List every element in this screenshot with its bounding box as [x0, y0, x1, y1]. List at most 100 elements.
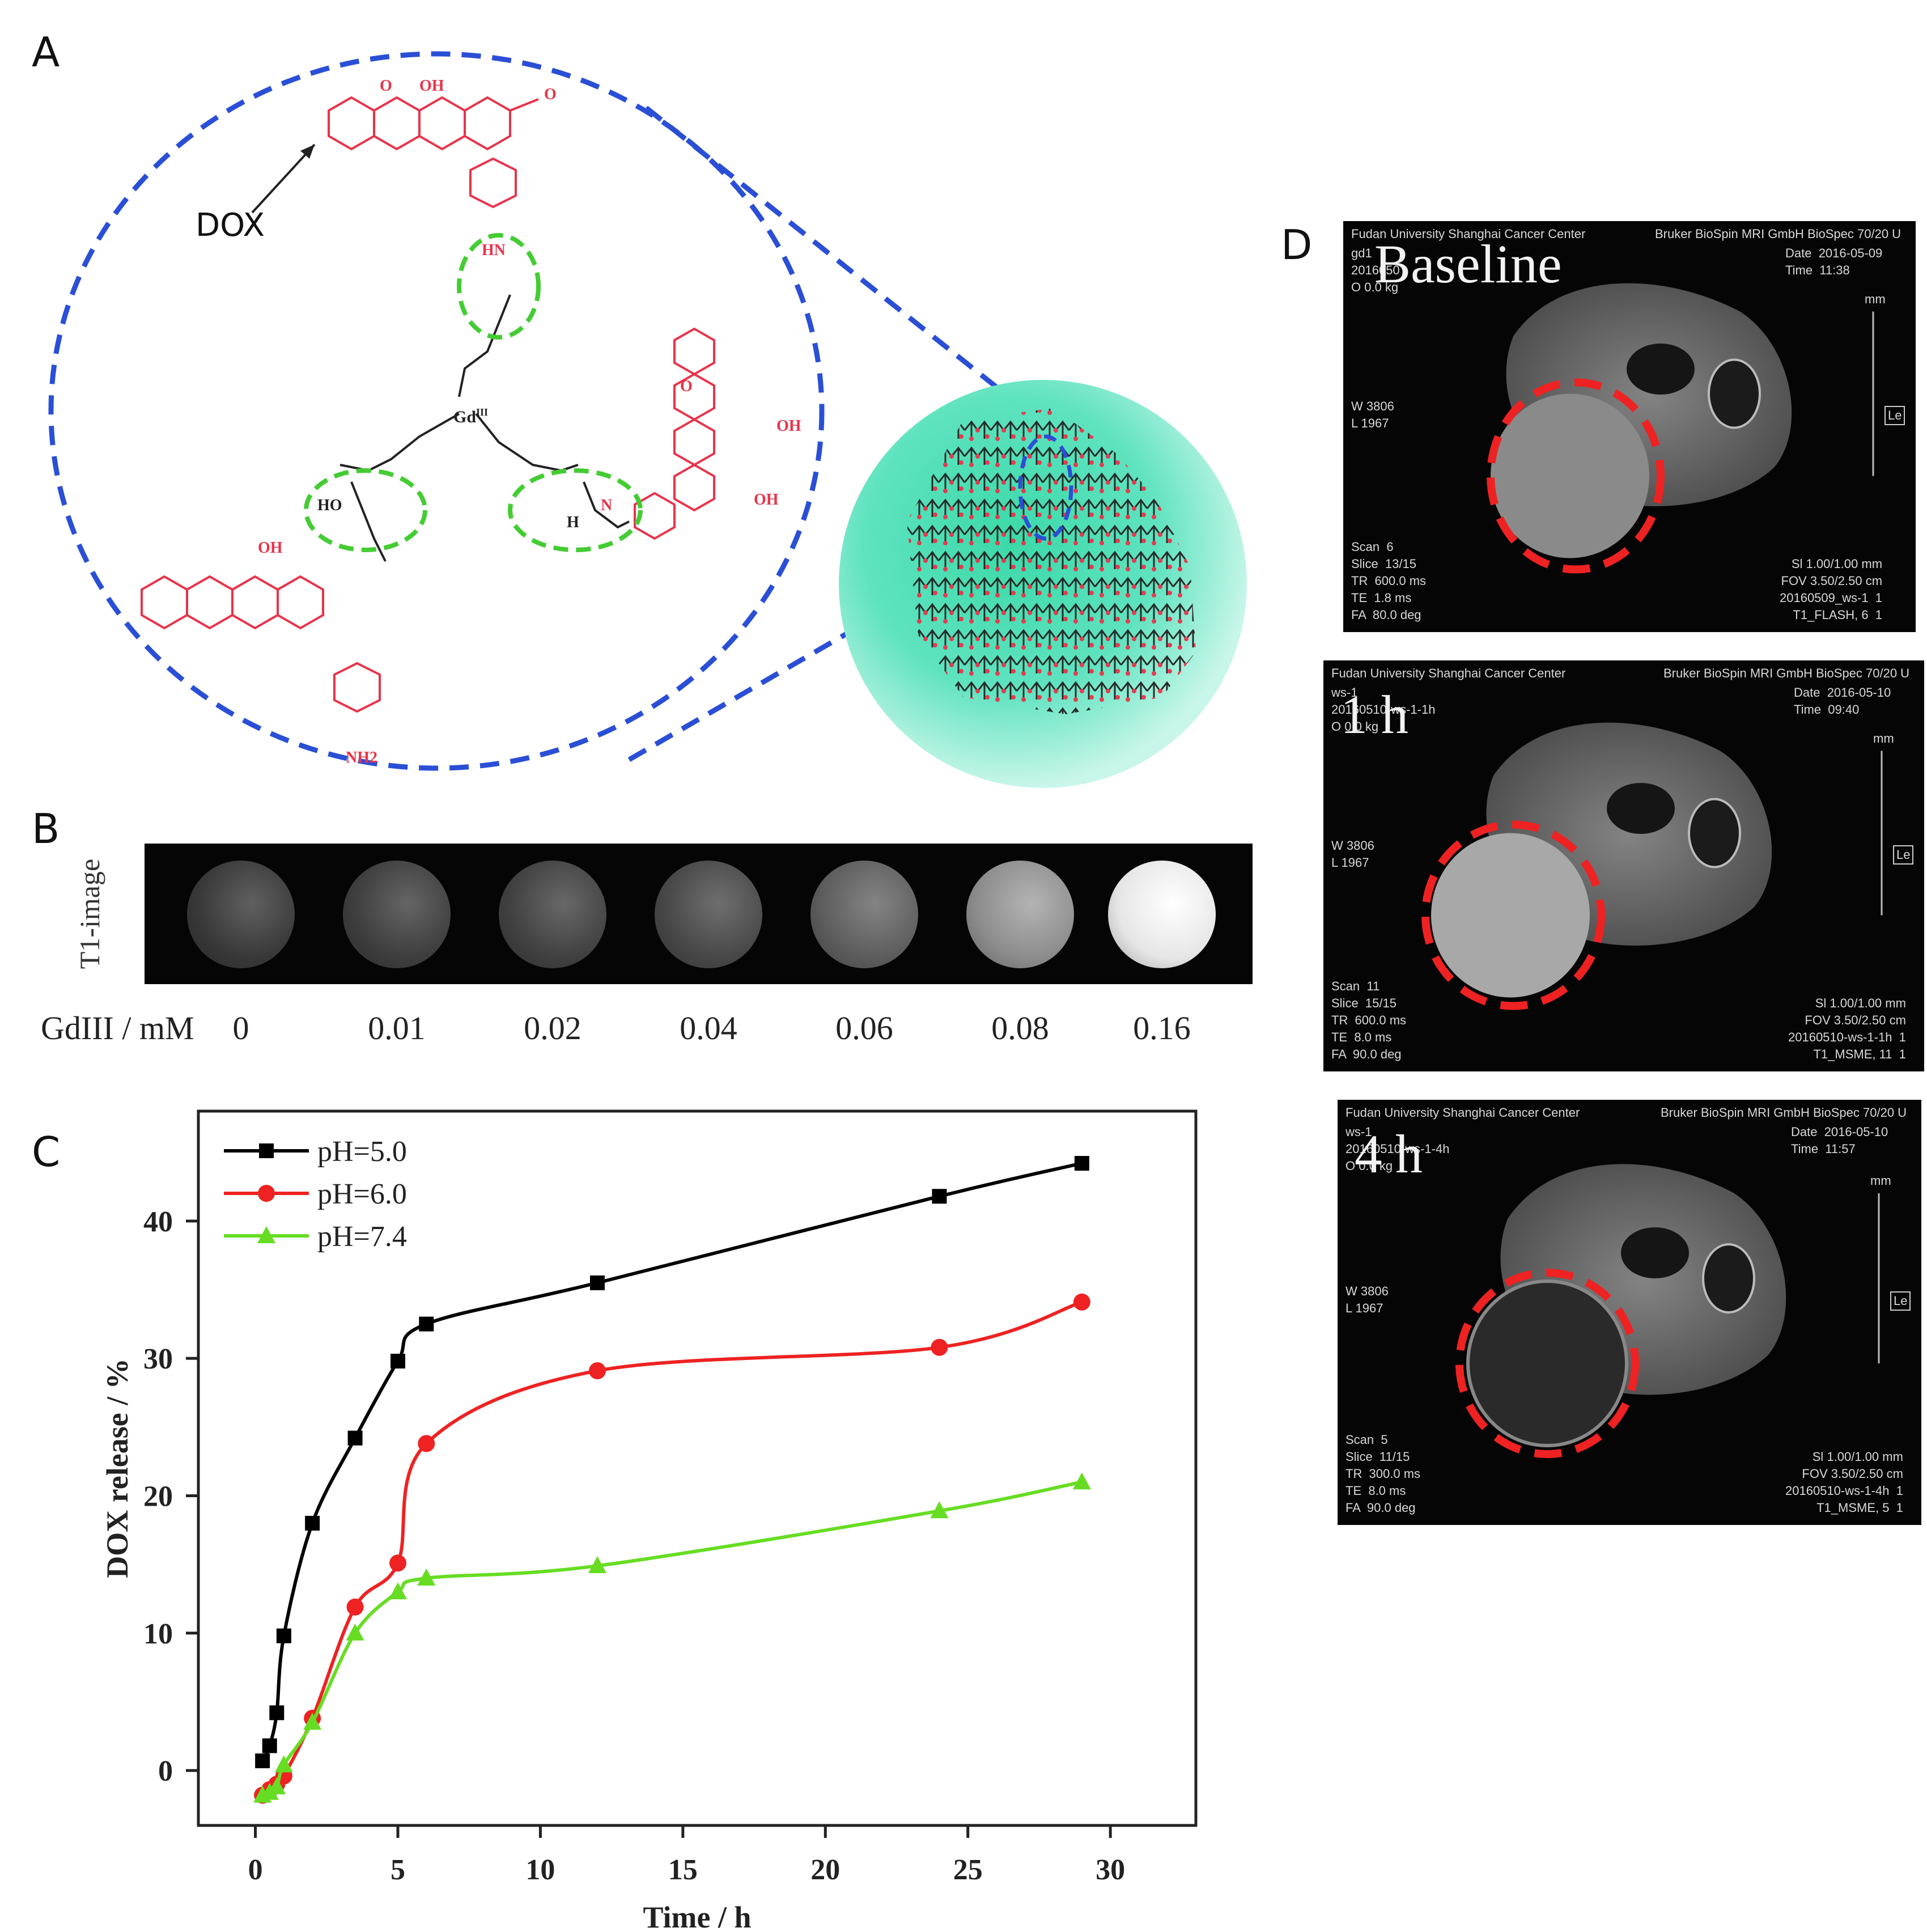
data-point — [303, 1713, 322, 1730]
dox-molecule-top — [328, 96, 539, 209]
data-point — [346, 1598, 364, 1616]
mri-left-top: gd1 2016050 O 0.0 kg — [1351, 246, 1400, 294]
mri-timepoint-label: 1 h — [1340, 684, 1408, 745]
data-point — [268, 1777, 286, 1795]
group-label: OH — [419, 77, 444, 95]
mri-header-right: Bruker BioSpin MRI GmbH BioSpec 70/20 U — [1661, 1105, 1907, 1120]
data-point — [255, 1753, 270, 1769]
y-tick-label: 20 — [143, 1480, 173, 1512]
mri-left-bottom: Scan 6 Slice 13/15 TR 600.0 ms TE 1.8 ms… — [1351, 540, 1427, 622]
data-point — [1074, 1156, 1089, 1171]
y-tick-label: 40 — [143, 1206, 173, 1238]
concentration-label: 0.06 — [835, 1010, 893, 1046]
mri-anatomy — [1487, 283, 1874, 574]
mri-scan-panel: Fudan University Shanghai Cancer Center … — [1343, 221, 1916, 632]
data-point — [589, 1362, 606, 1379]
mri-timepoint-label: Baseline — [1374, 234, 1562, 294]
magnify-circle — [48, 51, 825, 771]
group-label: HN — [482, 242, 506, 259]
data-point — [274, 1755, 293, 1773]
panel-label-a: A — [32, 28, 60, 76]
dox-pointer-arrow — [251, 143, 316, 214]
mri-timepoint-label: 4 h — [1355, 1124, 1423, 1184]
hbond-ellipse-top — [457, 233, 541, 340]
x-tick-label: 0 — [248, 1854, 263, 1886]
mri-scan-panel: Fudan University Shanghai Cancer Center … — [1323, 660, 1924, 1071]
legend-label: pH=7.4 — [317, 1221, 407, 1253]
mri-unit: mm — [1873, 731, 1894, 745]
group-label: O — [544, 86, 557, 103]
mri-left-top: ws-1 20160510-ws-1-4h O 0.0 kg — [1345, 1125, 1450, 1173]
plot-frame — [197, 1109, 1198, 1827]
concentration-label: 0.04 — [680, 1010, 737, 1046]
dox-molecule-left — [141, 575, 381, 713]
legend-marker — [259, 1143, 274, 1158]
dox-label: DOX — [196, 207, 265, 244]
group-label: NH2 — [346, 749, 377, 766]
t1-image-label: T1-image — [74, 858, 105, 969]
mri-orientation-marker: Le — [1884, 406, 1905, 425]
mri-header-left: Fudan University Shanghai Cancer Center — [1351, 227, 1586, 241]
y-tick-label: 0 — [158, 1755, 173, 1787]
legend-marker — [258, 1185, 275, 1202]
group-label: H — [567, 514, 579, 531]
concentration-label: 0.01 — [368, 1010, 426, 1046]
group-label: OH — [258, 539, 283, 557]
group-label: O — [680, 378, 693, 395]
data-point — [262, 1738, 277, 1753]
mri-header-right: Bruker BioSpin MRI GmbH BioSpec 70/20 U — [1663, 666, 1910, 680]
mri-left-top: ws-1 20160510-ws-1-1h O 0.0 kg — [1331, 685, 1436, 734]
x-tick-label: 10 — [525, 1854, 555, 1886]
group-label: OH — [754, 491, 779, 509]
mri-anatomy — [1421, 722, 1883, 1010]
mri-right-bottom: Sl 1.00/1.00 mm FOV 3.50/2.50 cm 2016051… — [1785, 1450, 1903, 1515]
t1-image-strip — [145, 844, 1253, 984]
data-point — [391, 1354, 405, 1368]
phantom-well — [966, 861, 1074, 968]
data-point — [419, 1316, 434, 1332]
data-point — [418, 1435, 435, 1452]
group-label: HO — [317, 497, 342, 514]
data-point — [347, 1430, 363, 1446]
gd-axis-label: GdIII / mM — [41, 1010, 194, 1046]
panel-label-c: C — [32, 1128, 61, 1176]
mri-header-left: Fudan University Shanghai Cancer Center — [1345, 1105, 1580, 1120]
data-point — [590, 1275, 605, 1290]
y-tick-label: 10 — [143, 1618, 173, 1650]
phantom-well — [810, 861, 918, 968]
concentration-label: 0 — [232, 1010, 249, 1046]
panel-label-b: B — [32, 805, 60, 853]
mri-header-left: Fudan University Shanghai Cancer Center — [1331, 666, 1566, 680]
mri-unit: mm — [1870, 1173, 1891, 1188]
data-point — [930, 1501, 949, 1519]
polymer-backbone — [339, 294, 630, 562]
mri-window-level: W 3806 L 1967 — [1345, 1284, 1389, 1315]
zoom-line-top — [644, 105, 1039, 422]
group-label: N — [601, 497, 612, 514]
x-tick-label: 25 — [953, 1854, 983, 1886]
phantom-well — [343, 861, 451, 968]
mri-window-level: W 3806 L 1967 — [1331, 838, 1374, 870]
mri-orientation-marker: Le — [1893, 845, 1914, 865]
phantom-well — [499, 861, 606, 968]
mri-scan-panel: Fudan University Shanghai Cancer Center … — [1338, 1100, 1921, 1525]
concentration-label: 0.02 — [524, 1010, 582, 1046]
data-point — [932, 1189, 947, 1204]
x-axis-label: Time / h — [643, 1900, 751, 1932]
zoom-spot — [1018, 434, 1073, 541]
data-point — [269, 1705, 285, 1721]
data-point — [346, 1623, 364, 1641]
mri-orientation-marker: Le — [1890, 1291, 1911, 1311]
concentration-label: 0.08 — [991, 1010, 1049, 1046]
data-point — [1073, 1293, 1090, 1311]
mri-right-bottom: Sl 1.00/1.00 mm FOV 3.50/2.50 cm 2016051… — [1788, 996, 1906, 1061]
mri-right-bottom: Sl 1.00/1.00 mm FOV 3.50/2.50 cm 2016050… — [1780, 557, 1883, 622]
data-point — [276, 1628, 291, 1643]
polymer-network — [907, 408, 1196, 714]
group-label: O — [380, 77, 392, 95]
data-point — [305, 1515, 320, 1531]
data-point — [389, 1554, 406, 1572]
x-tick-label: 15 — [668, 1854, 698, 1886]
mri-right-top: Date 2016-05-10 Time 11:57 — [1791, 1125, 1888, 1156]
phantom-well — [1108, 861, 1216, 968]
